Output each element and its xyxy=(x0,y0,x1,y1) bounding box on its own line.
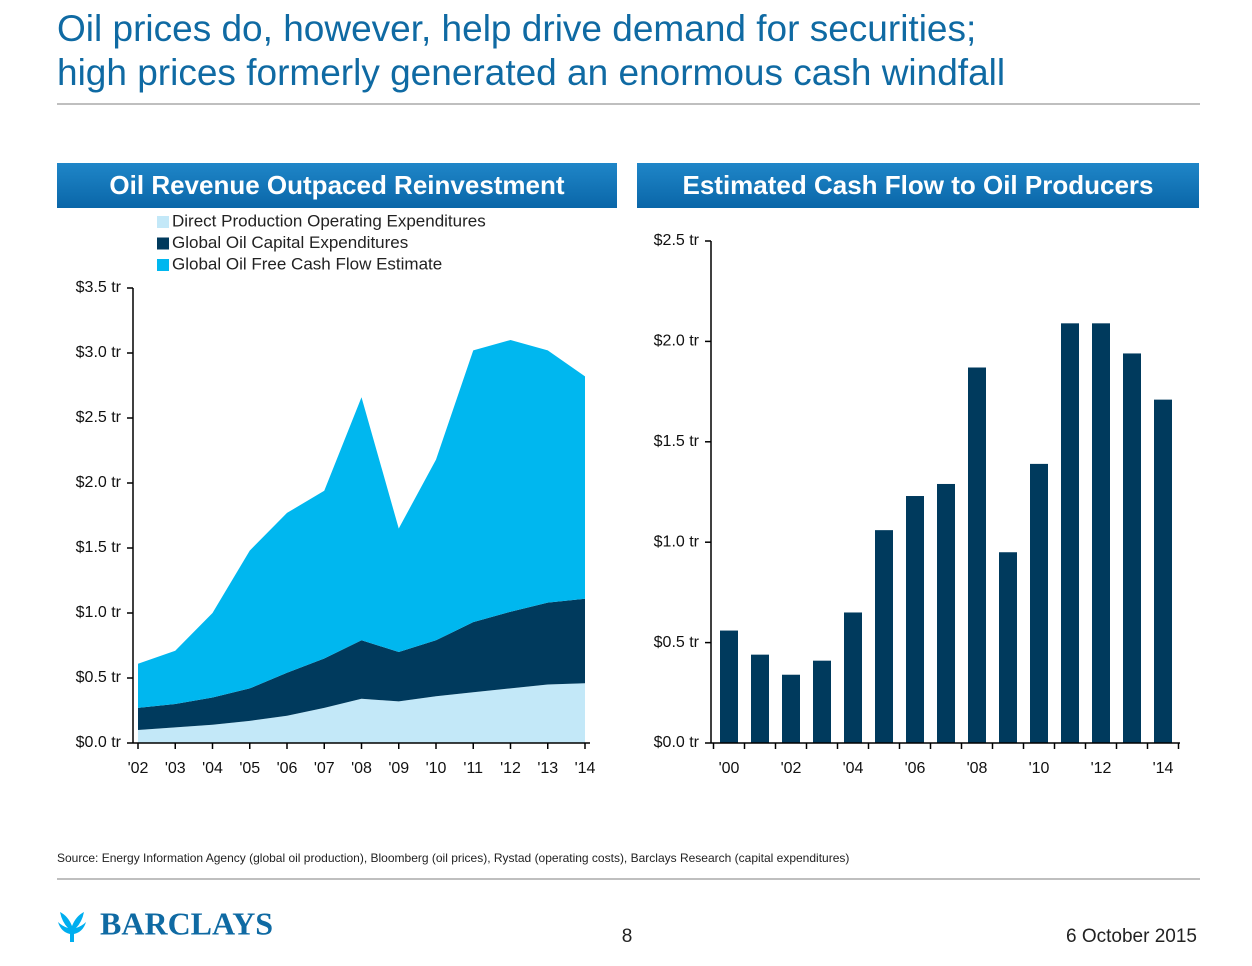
x-tick-label: '04 xyxy=(843,760,864,777)
y-tick-label: $2.0 tr xyxy=(76,474,122,491)
page-number: 8 xyxy=(622,926,633,947)
legend-swatch xyxy=(157,216,169,228)
y-tick-label: $2.5 tr xyxy=(654,232,700,249)
bar xyxy=(1030,463,1048,743)
logo-eagle xyxy=(58,912,86,942)
x-tick-label: '04 xyxy=(202,760,223,777)
x-tick-label: '10 xyxy=(426,760,447,777)
area xyxy=(138,598,585,730)
x-tick-label: '07 xyxy=(314,760,335,777)
y-tick-label: $2.5 tr xyxy=(76,409,122,426)
source-note: Source: Energy Information Agency (globa… xyxy=(57,851,849,865)
legend-swatch xyxy=(157,237,169,250)
x-tick-label: '13 xyxy=(537,760,558,777)
bar xyxy=(937,483,955,743)
x-tick-label: '02 xyxy=(128,760,149,777)
y-tick-label: $3.5 tr xyxy=(76,279,122,296)
x-tick-label: '05 xyxy=(239,760,260,777)
bar xyxy=(968,367,986,743)
bar xyxy=(1154,399,1172,743)
chart-header xyxy=(57,163,617,208)
y-tick-label: $1.5 tr xyxy=(76,539,122,556)
slide-title: high prices formerly generated an enormo… xyxy=(57,52,1005,93)
x-tick-label: '02 xyxy=(781,760,802,777)
y-tick-label: $0.0 tr xyxy=(76,734,122,751)
y-tick-label: $2.0 tr xyxy=(654,333,700,350)
y-tick-label: $1.5 tr xyxy=(654,433,700,450)
y-tick-label: $3.0 tr xyxy=(76,344,122,361)
legend-label: Global Oil Free Cash Flow Estimate xyxy=(172,254,442,273)
bar xyxy=(844,612,862,743)
x-tick-label: '08 xyxy=(967,760,988,777)
x-tick-label: '14 xyxy=(1153,760,1174,777)
bar xyxy=(999,552,1017,743)
legend-swatch xyxy=(157,259,169,271)
y-tick-label: $1.0 tr xyxy=(76,604,122,621)
y-tick-label: $1.0 tr xyxy=(654,533,700,550)
y-tick-label: $0.5 tr xyxy=(76,669,122,686)
logo-text: BARCLAYS xyxy=(100,905,273,941)
x-tick-label: '06 xyxy=(277,760,298,777)
y-tick-label: $0.5 tr xyxy=(654,634,700,651)
x-tick-label: '06 xyxy=(905,760,926,777)
chart-title: Oil Revenue Outpaced Reinvestment xyxy=(109,170,564,200)
date: 6 October 2015 xyxy=(1066,926,1197,947)
chart-title: Estimated Cash Flow to Oil Producers xyxy=(683,170,1154,200)
legend-label: Direct Production Operating Expenditures xyxy=(172,211,486,230)
slide-title: Oil prices do, however, help drive deman… xyxy=(57,8,976,49)
x-tick-label: '03 xyxy=(165,760,186,777)
bar xyxy=(875,530,893,743)
x-tick-label: '00 xyxy=(719,760,740,777)
bar xyxy=(720,630,738,743)
x-tick-label: '09 xyxy=(388,760,409,777)
bar xyxy=(813,660,831,743)
bar xyxy=(782,674,800,743)
bar xyxy=(1061,323,1079,743)
x-tick-label: '12 xyxy=(1091,760,1112,777)
chart-header xyxy=(637,163,1199,208)
area xyxy=(138,683,585,743)
x-tick-label: '14 xyxy=(575,760,596,777)
x-tick-label: '08 xyxy=(351,760,372,777)
bar xyxy=(1092,323,1110,743)
x-tick-label: '10 xyxy=(1029,760,1050,777)
x-tick-label: '12 xyxy=(500,760,521,777)
area xyxy=(138,340,585,708)
x-tick-label: '11 xyxy=(463,760,483,777)
bar xyxy=(751,654,769,743)
bar xyxy=(906,496,924,743)
y-tick-label: $0.0 tr xyxy=(654,734,700,751)
bar xyxy=(1123,353,1141,743)
legend-label: Global Oil Capital Expenditures xyxy=(172,233,408,252)
